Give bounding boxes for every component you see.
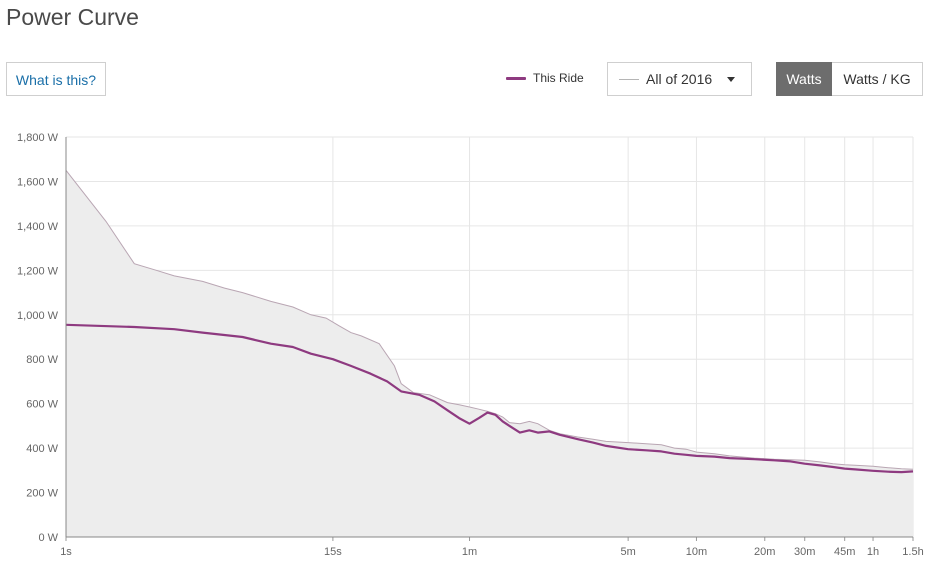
x-tick-label: 5m: [620, 546, 635, 558]
axes: 0 W 200 W 400 W 600 W 800 W 1,000 W 1,200 W 1,4…: [17, 132, 924, 558]
x-tick-label: 45m: [834, 546, 855, 558]
x-tick-label: 15s: [324, 546, 342, 558]
y-tick-label: 600 W: [26, 399, 58, 411]
y-tick-label: 1,400 W: [17, 221, 59, 233]
y-tick-label: 200 W: [26, 488, 58, 500]
x-tick-label: 1.5h: [902, 546, 923, 558]
x-tick-label: 1m: [462, 546, 477, 558]
watts-toggle-button[interactable]: Watts: [776, 62, 832, 96]
x-tick-label: 10m: [686, 546, 707, 558]
watts-per-kg-toggle-button[interactable]: Watts / KG: [832, 62, 923, 96]
range-select[interactable]: All of 2016: [607, 62, 752, 96]
y-tick-label: 1,600 W: [17, 176, 59, 188]
legend-this-ride: This Ride: [506, 71, 584, 85]
legend-label: This Ride: [533, 71, 584, 85]
y-tick-label: 400 W: [26, 443, 58, 455]
caret-down-icon: [727, 76, 735, 82]
y-tick-label: 800 W: [26, 354, 58, 366]
what-is-this-button[interactable]: What is this?: [6, 62, 106, 96]
all-2016-swatch: [619, 78, 639, 80]
y-tick-label: 1,000 W: [17, 310, 59, 322]
x-tick-label: 1h: [867, 546, 879, 558]
x-tick-label: 20m: [754, 546, 775, 558]
all-2016-area: [66, 170, 913, 538]
series-area: [66, 170, 913, 538]
this-ride-swatch: [506, 76, 526, 80]
series-lines: [65, 169, 914, 474]
x-tick-label: 30m: [794, 546, 815, 558]
x-tick-label: 1s: [60, 546, 72, 558]
y-tick-label: 1,200 W: [17, 265, 59, 277]
unit-toggle: Watts Watts / KG: [776, 62, 923, 96]
range-select-value: All of 2016: [646, 71, 713, 87]
y-tick-label: 1,800 W: [17, 132, 59, 144]
all-2016-line: [65, 169, 914, 470]
page-title: Power Curve: [6, 4, 139, 30]
y-tick-label: 0 W: [38, 532, 58, 544]
this-ride-line: [65, 323, 914, 474]
